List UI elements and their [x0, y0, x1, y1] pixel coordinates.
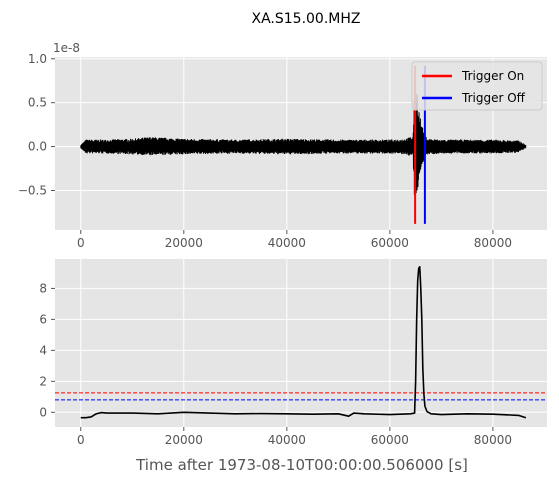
cft-xtick-label: 40000 — [268, 433, 306, 447]
figure-title: XA.S15.00.MHZ — [252, 11, 361, 27]
cft-xtick-label: 60000 — [371, 433, 409, 447]
cft-trace-group — [80, 265, 527, 419]
waveform-ytick-label: 0.0 — [28, 140, 47, 154]
cft-ytick-label: 8 — [39, 281, 47, 295]
waveform-xtick-label: 20000 — [165, 236, 203, 250]
legend-trigger-on-label: Trigger On — [461, 69, 524, 83]
threshold-lines-group — [55, 392, 547, 401]
waveform-ytick-label: 0.5 — [28, 96, 47, 110]
cft-ytick-label: 0 — [39, 405, 47, 419]
cft-ytick-label: 2 — [39, 374, 47, 388]
waveform-xtick-label: 80000 — [474, 236, 512, 250]
legend-trigger-off-label: Trigger Off — [461, 91, 526, 105]
waveform-ytick-label: −0.5 — [18, 183, 47, 197]
waveform-ticks: 0 20000 40000 60000 80000 −0.5 0.0 0.5 1.0 — [18, 52, 512, 250]
waveform-xtick-label: 60000 — [371, 236, 409, 250]
waveform-panel: 0 20000 40000 60000 80000−0.50.00.51.0 1e-8 … — [18, 41, 547, 250]
cft-axes-background — [55, 259, 547, 427]
cft-xtick-label: 20000 — [165, 433, 203, 447]
waveform-xtick-label: 40000 — [268, 236, 306, 250]
cft-trace — [80, 265, 527, 419]
cft-ticks: 0 20000 40000 60000 80000 0 2 4 6 8 — [39, 281, 512, 447]
waveform-trace — [80, 85, 527, 195]
cft-ytick-label: 4 — [39, 343, 47, 357]
legend: Trigger On Trigger Off — [411, 61, 543, 111]
waveform-trace-group — [80, 85, 527, 195]
x-axis-label: Time after 1973-08-10T00:00:00.506000 [s… — [135, 456, 468, 474]
cft-grid — [55, 259, 547, 427]
waveform-xtick-label: 0 — [77, 236, 85, 250]
cft-xtick-label: 80000 — [474, 433, 512, 447]
cft-ytick-label: 6 — [39, 312, 47, 326]
waveform-ytick-label: 1.0 — [28, 52, 47, 66]
cft-xtick-label: 0 — [77, 433, 85, 447]
waveform-offset-text: 1e-8 — [53, 41, 80, 55]
characteristic-function-panel: 0 20000 40000 60000 80000 0 2 4 6 8 — [39, 259, 547, 447]
